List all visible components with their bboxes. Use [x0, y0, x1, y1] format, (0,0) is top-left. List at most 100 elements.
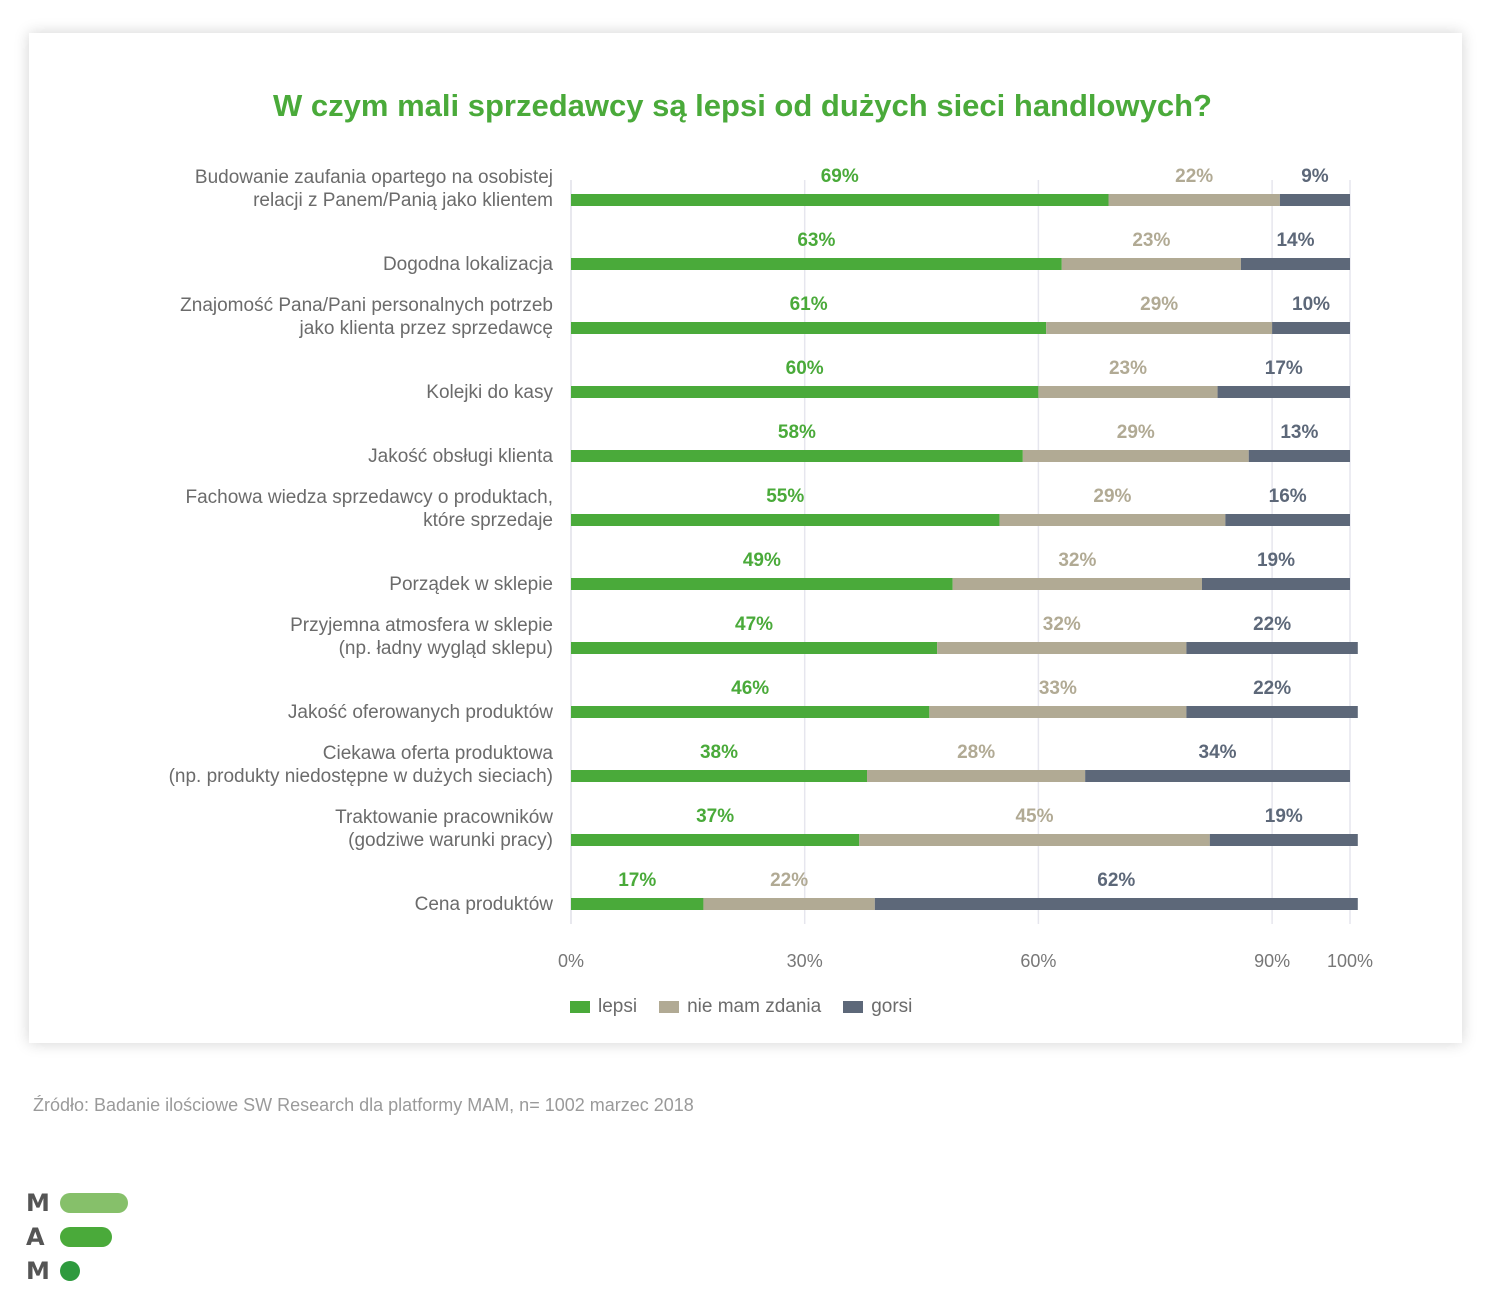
category-label: Znajomość Pana/Pani personalnych potrzeb	[180, 295, 553, 316]
bar-segment-gorsi	[1186, 642, 1358, 654]
category-label: Jakość oferowanych produktów	[288, 702, 553, 723]
bar-segment-gorsi	[1272, 322, 1350, 334]
x-tick-label: 60%	[1020, 951, 1056, 971]
bar-segment-lepsi	[571, 194, 1109, 206]
logo-row-2: A	[26, 1220, 128, 1254]
data-label: 22%	[1253, 614, 1291, 635]
bar-segment-gorsi	[874, 898, 1358, 910]
data-label: 22%	[770, 870, 808, 891]
bar-segment-lepsi	[571, 898, 704, 910]
mam-logo: M A M	[26, 1186, 128, 1288]
stacked-bar-chart: 0% 30% 60% 90% 100% Budowanie zaufania oparte…	[169, 166, 1373, 971]
source-note: Źródło: Badanie ilościowe SW Research dl…	[33, 1095, 694, 1115]
bar-segment-lepsi	[571, 258, 1062, 270]
bar-segment-gorsi	[1225, 514, 1350, 526]
data-label: 33%	[1039, 678, 1077, 699]
data-label: 13%	[1280, 422, 1318, 443]
data-label: 69%	[821, 166, 859, 187]
legend-label-lepsi: lepsi	[598, 996, 638, 1017]
category-label: Kolejki do kasy	[426, 382, 553, 403]
bar-segment-lepsi	[571, 642, 938, 654]
bar-segment-gorsi	[1279, 194, 1350, 206]
data-label: 55%	[766, 486, 804, 507]
data-label: 58%	[778, 422, 816, 443]
category-label: (np. ładny wygląd sklepu)	[339, 638, 553, 659]
chart-legend: lepsi nie mam zdania gorsi	[570, 996, 934, 1018]
category-label: (np. produkty niedostępne w dużych sieci…	[169, 766, 553, 787]
data-label: 16%	[1269, 486, 1307, 507]
data-label: 60%	[786, 358, 824, 379]
bar-segment-lepsi	[571, 450, 1023, 462]
legend-item-gorsi: gorsi	[843, 996, 912, 1018]
bar-segment-lepsi	[571, 386, 1039, 398]
data-label: 47%	[735, 614, 773, 635]
data-label: 29%	[1140, 294, 1178, 315]
data-label: 22%	[1253, 678, 1291, 699]
category-label: Porządek w sklepie	[389, 574, 553, 595]
data-label: 19%	[1265, 806, 1303, 827]
data-label: 32%	[1043, 614, 1081, 635]
bar-segment-nie-mam-zdania	[1108, 194, 1280, 206]
x-tick-label: 90%	[1254, 951, 1290, 971]
logo-row-3: M	[26, 1254, 128, 1288]
data-label: 32%	[1058, 550, 1096, 571]
data-label: 19%	[1257, 550, 1295, 571]
bar-segment-nie-mam-zdania	[929, 706, 1187, 718]
bar-segment-nie-mam-zdania	[1046, 322, 1273, 334]
bar-segment-gorsi	[1248, 450, 1350, 462]
data-label: 9%	[1301, 166, 1329, 187]
bar-segment-gorsi	[1201, 578, 1350, 590]
data-label: 49%	[743, 550, 781, 571]
bar-segment-gorsi	[1085, 770, 1350, 782]
logo-pill-medium	[60, 1227, 112, 1247]
data-label: 29%	[1093, 486, 1131, 507]
logo-pill-long	[60, 1193, 128, 1213]
category-label: Przyjemna atmosfera w sklepie	[290, 615, 553, 636]
bar-segment-nie-mam-zdania	[1038, 386, 1218, 398]
logo-row-1: M	[26, 1186, 128, 1220]
data-label: 38%	[700, 742, 738, 763]
bar-segment-gorsi	[1240, 258, 1350, 270]
x-tick-label: 100%	[1327, 951, 1373, 971]
bar-segment-nie-mam-zdania	[952, 578, 1202, 590]
legend-label-nie-mam-zdania: nie mam zdania	[687, 996, 822, 1017]
category-label: Budowanie zaufania opartego na osobistej	[195, 167, 553, 188]
logo-letter: A	[26, 1223, 45, 1251]
category-label: Traktowanie pracowników	[335, 807, 553, 828]
logo-letter: M	[26, 1257, 50, 1285]
data-label: 62%	[1097, 870, 1135, 891]
bar-segment-gorsi	[1217, 386, 1350, 398]
x-tick-label: 30%	[787, 951, 823, 971]
data-label: 29%	[1117, 422, 1155, 443]
category-label: Fachowa wiedza sprzedawcy o produktach,	[185, 487, 553, 508]
legend-label-gorsi: gorsi	[871, 996, 913, 1017]
legend-item-nie-mam-zdania: nie mam zdania	[659, 996, 821, 1018]
data-label: 61%	[790, 294, 828, 315]
bar-segment-nie-mam-zdania	[1061, 258, 1241, 270]
category-label: relacji z Panem/Panią jako klientem	[253, 190, 553, 211]
data-label: 63%	[797, 230, 835, 251]
chart-title: W czym mali sprzedawcy są lepsi od dużyc…	[273, 88, 1212, 123]
data-label: 17%	[618, 870, 656, 891]
bar-segment-gorsi	[1186, 706, 1358, 718]
bar-segment-lepsi	[571, 322, 1047, 334]
legend-swatch-lepsi	[570, 1001, 590, 1013]
data-label: 28%	[957, 742, 995, 763]
legend-swatch-gorsi	[843, 1001, 864, 1013]
data-label: 34%	[1199, 742, 1237, 763]
data-label: 17%	[1265, 358, 1303, 379]
category-label: jako klienta przez sprzedawcę	[299, 318, 553, 339]
bar-segment-lepsi	[571, 514, 1000, 526]
bar-segment-nie-mam-zdania	[703, 898, 875, 910]
legend-swatch-nie-mam-zdania	[659, 1001, 680, 1013]
category-label: Jakość obsługi klienta	[368, 446, 553, 467]
bar-segment-nie-mam-zdania	[937, 642, 1187, 654]
bar-segment-lepsi	[571, 834, 860, 846]
data-label: 37%	[696, 806, 734, 827]
data-label: 23%	[1109, 358, 1147, 379]
legend-item-lepsi: lepsi	[570, 996, 637, 1018]
category-label: (godziwe warunki pracy)	[348, 830, 553, 851]
data-label: 10%	[1292, 294, 1330, 315]
data-label: 22%	[1175, 166, 1213, 187]
category-label: Cena produktów	[415, 894, 554, 915]
